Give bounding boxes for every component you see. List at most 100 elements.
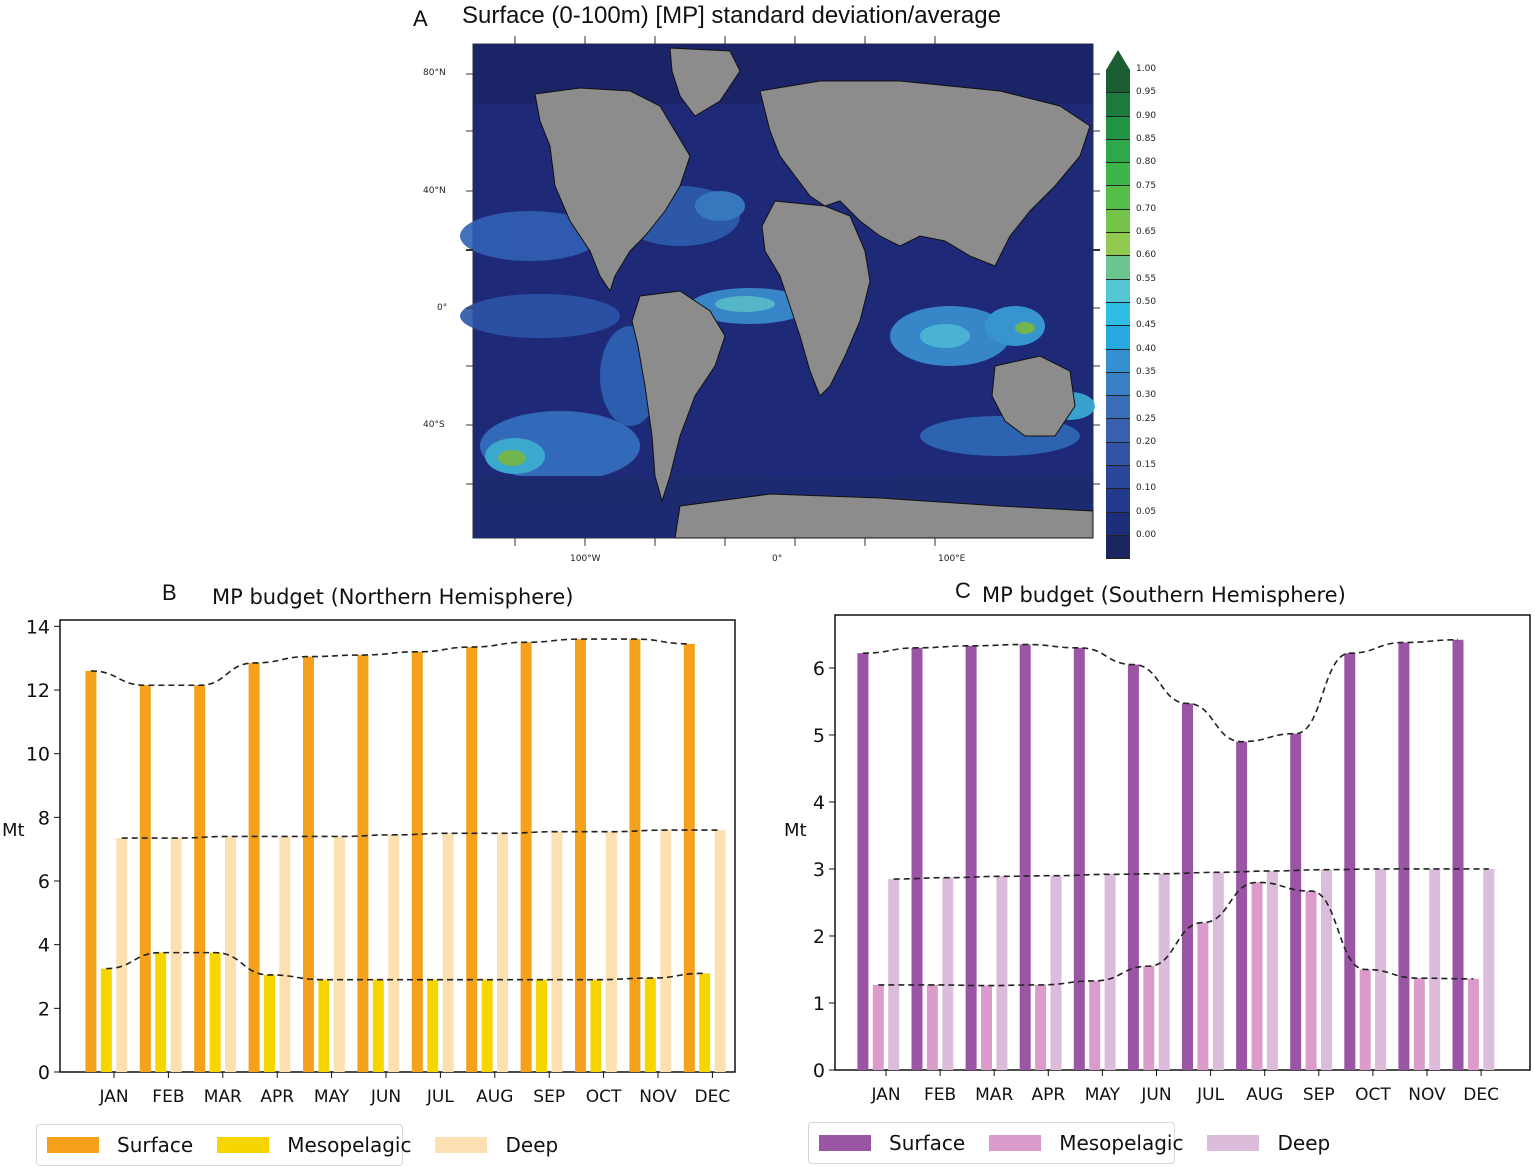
bar-deep	[996, 876, 1008, 1070]
north-america	[534, 87, 691, 293]
eurasia	[759, 80, 1091, 267]
colorbar-cell	[1106, 396, 1130, 420]
lat-label-0: 0°	[437, 303, 448, 313]
panel-b-title: MP budget (Northern Hemisphere)	[212, 585, 574, 609]
bar-surface	[1073, 647, 1085, 1070]
colorbar-label: 0.85	[1136, 133, 1157, 144]
lat-label-80n: 80°N	[423, 68, 446, 78]
bar-deep	[497, 833, 508, 1072]
bar-mesopelagic	[1467, 978, 1479, 1070]
trend-line	[121, 829, 721, 839]
chart-c-legend: Surface Mesopelagic Deep	[808, 1122, 1330, 1164]
y-tick-label: 10	[26, 744, 50, 766]
colorbar-label: 0.00	[1136, 530, 1157, 540]
colorbar-cell	[1106, 512, 1130, 536]
x-tick-label: JUN	[1140, 1085, 1171, 1105]
lat-label-40n: 40°N	[423, 186, 446, 196]
y-tick-label: 6	[38, 871, 50, 893]
bar-deep	[170, 838, 182, 1072]
bar-mesopelagic	[699, 973, 711, 1072]
x-tick-label: SEP	[1303, 1085, 1335, 1105]
colorbar-label: 0.45	[1136, 320, 1157, 331]
colorbar-label: 0.30	[1136, 390, 1157, 401]
colorbar-cell	[1106, 186, 1130, 210]
panel-c-ylabel: Mt	[784, 820, 807, 841]
colorbar-label: 0.25	[1136, 413, 1157, 424]
chart-b-legend: Surface Mesopelagic Deep	[36, 1124, 558, 1166]
bar-mesopelagic	[155, 952, 167, 1072]
legend-label-mesopelagic: Mesopelagic	[287, 1133, 412, 1157]
bar-deep	[660, 830, 672, 1072]
legend-label-surface: Surface	[889, 1131, 966, 1155]
bar-deep	[1158, 873, 1170, 1070]
lat-label-40s: 40°S	[423, 420, 445, 430]
chart-c-plot: 0 1 2 3 4 5 6 JAN FEB MAR APR MAY JUN JUL AUG SEP OCT NOV…	[813, 614, 1531, 1105]
colorbar-cell	[1106, 163, 1130, 187]
bar-surface	[1344, 653, 1356, 1070]
bar-surface	[965, 645, 977, 1070]
antarctica	[674, 493, 1094, 539]
colorbar-cell	[1106, 535, 1130, 560]
colorbar-cell	[1106, 116, 1130, 140]
colorbar-label: 0.60	[1136, 250, 1157, 261]
trend-line	[878, 881, 1474, 987]
colorbar-label: 0.90	[1136, 110, 1157, 121]
legend-swatch-mesopelagic	[989, 1135, 1042, 1151]
bar-deep	[1104, 874, 1116, 1070]
legend-swatch-surface	[819, 1135, 871, 1151]
y-tick-label: 5	[813, 725, 825, 747]
colorbar-cell	[1106, 139, 1130, 164]
legend-swatch-surface	[47, 1137, 99, 1153]
colorbar	[1106, 50, 1130, 560]
colorbar-cell	[1106, 70, 1130, 94]
bar-mesopelagic	[536, 979, 547, 1072]
bar-surface	[139, 685, 151, 1072]
bar-surface	[194, 685, 206, 1072]
colorbar-label: 0.75	[1136, 180, 1157, 191]
y-tick-label: 3	[813, 859, 825, 881]
y-tick-label: 2	[813, 926, 825, 948]
panel-a-title: Surface (0-100m) [MP] standard deviation…	[462, 2, 1001, 29]
bar-surface	[911, 647, 923, 1070]
colorbar-cell	[1106, 93, 1130, 117]
colorbar-label: 0.55	[1136, 273, 1157, 284]
colorbar-cell	[1106, 209, 1130, 234]
colorbar-label: 0.10	[1136, 483, 1157, 494]
bar-deep	[1483, 868, 1495, 1070]
colorbar-cell	[1106, 326, 1130, 350]
bar-surface	[466, 647, 478, 1072]
bar-deep	[551, 831, 563, 1072]
legend-swatch-deep	[1207, 1135, 1260, 1151]
colorbar-cell	[1106, 372, 1130, 397]
bar-surface	[85, 670, 97, 1072]
bar-deep	[888, 879, 900, 1070]
bar-surface	[1398, 642, 1410, 1070]
y-tick-label: 0	[38, 1062, 50, 1084]
land-masses	[534, 47, 1094, 539]
colorbar-arrow	[1106, 50, 1130, 70]
colorbar-cell	[1106, 279, 1130, 303]
bar-surface	[1019, 644, 1031, 1070]
y-tick-label: 8	[38, 807, 50, 829]
x-tick-label: JUN	[370, 1087, 401, 1107]
panel-a-letter: A	[413, 6, 428, 31]
legend-item-mesopelagic: Mesopelagic	[217, 1133, 411, 1157]
colorbar-label: 0.20	[1136, 436, 1157, 447]
legend-label-surface: Surface	[117, 1133, 194, 1157]
bar-mesopelagic	[1251, 882, 1263, 1070]
bar-surface	[1236, 741, 1248, 1070]
x-tick-label: OCT	[1355, 1085, 1391, 1105]
legend-item-mesopelagic: Mesopelagic	[989, 1131, 1183, 1155]
colorbar-label: 0.80	[1136, 157, 1157, 168]
colorbar-label: 0.65	[1136, 227, 1157, 238]
bar-mesopelagic	[981, 985, 992, 1070]
bar-deep	[1429, 868, 1441, 1070]
colorbar-label: 1.00	[1136, 64, 1157, 74]
bar-mesopelagic	[872, 984, 884, 1070]
x-tick-label: FEB	[152, 1087, 184, 1107]
bar-surface	[303, 656, 314, 1072]
bar-mesopelagic	[372, 979, 384, 1072]
colorbar-label: 0.95	[1136, 87, 1157, 98]
legend-item-surface: Surface	[47, 1133, 193, 1157]
trend-line	[893, 868, 1489, 880]
